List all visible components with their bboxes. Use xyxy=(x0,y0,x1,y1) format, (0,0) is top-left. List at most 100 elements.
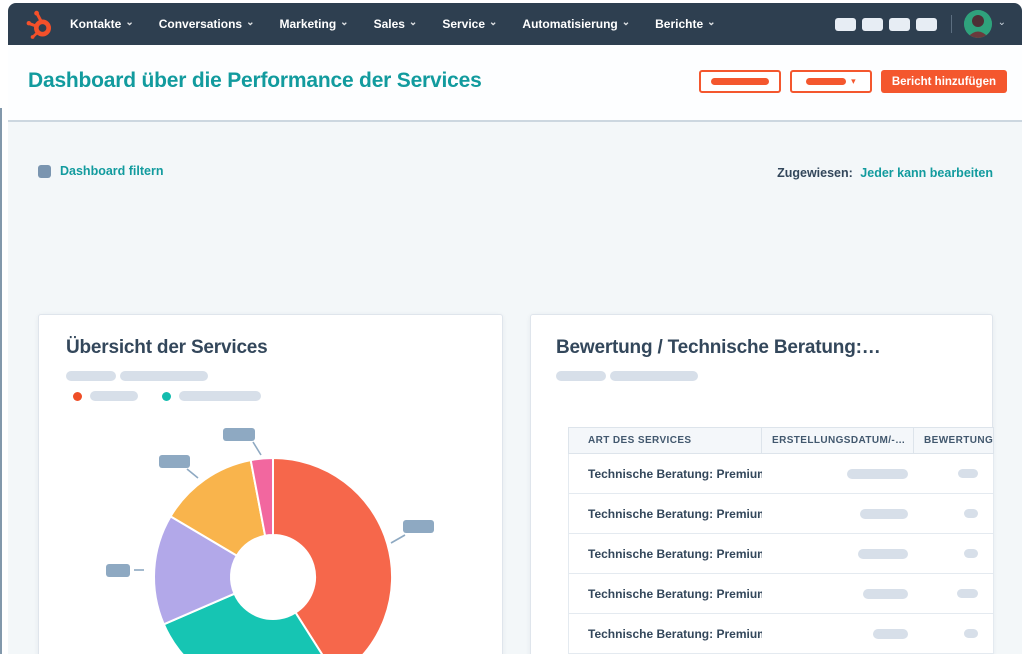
nav-item-berichte[interactable]: Berichte ⌄ xyxy=(655,16,716,32)
table-body: Technische Beratung: Premium Technische … xyxy=(568,454,994,654)
legend-label-placeholder xyxy=(90,391,138,401)
table-row[interactable]: Technische Beratung: Premium xyxy=(568,574,994,614)
date-cell xyxy=(762,454,914,493)
header-action-dropdown[interactable]: ▾ xyxy=(789,70,872,93)
legend-label-placeholder xyxy=(179,391,261,401)
nav-action-placeholder[interactable] xyxy=(861,17,883,31)
filter-icon xyxy=(38,164,51,178)
placeholder-bar xyxy=(66,371,116,381)
rating-cell xyxy=(914,534,995,573)
callout-label-placeholder xyxy=(403,520,434,533)
date-cell xyxy=(762,614,914,653)
ratings-table-card: Bewertung / Technische Beratung:… ART DE… xyxy=(530,314,994,654)
nav-divider xyxy=(950,15,952,33)
date-placeholder xyxy=(863,588,908,599)
window-edge xyxy=(0,108,2,654)
chevron-down-icon: ⌄ xyxy=(621,16,631,28)
assigned-label: Zugewiesen: xyxy=(777,166,853,180)
callout-label-placeholder xyxy=(223,428,255,441)
add-report-button[interactable]: Bericht hinzufügen xyxy=(880,70,1007,93)
donut-segment-segment-2[interactable] xyxy=(162,592,337,654)
nav-item-label: Marketing xyxy=(279,17,337,31)
date-cell xyxy=(762,494,914,533)
dashboard-filter[interactable]: Dashboard filtern xyxy=(38,164,164,178)
chevron-down-icon: ⌄ xyxy=(489,16,498,28)
chevron-down-icon: ⌄ xyxy=(340,16,349,28)
nav-action-placeholder[interactable] xyxy=(915,17,937,31)
chevron-down-icon: ⌄ xyxy=(408,16,418,28)
rating-cell xyxy=(914,574,995,613)
nav-item-conversations[interactable]: Conversations ⌄ xyxy=(158,16,255,32)
caret-down-icon: ▾ xyxy=(851,76,856,86)
table-row[interactable]: Technische Beratung: Premium xyxy=(568,454,994,494)
nav-item-label: Kontakte xyxy=(70,17,122,31)
donut-segment-segment-4[interactable] xyxy=(169,459,267,557)
chevron-down-icon[interactable]: ⌄ xyxy=(997,16,1006,28)
dashboard-content: Dashboard filtern Zugewiesen: Jeder kann… xyxy=(8,122,1022,654)
callout-leader-line xyxy=(252,441,262,456)
assigned-info: Zugewiesen: Jeder kann bearbeiten xyxy=(777,166,993,180)
chevron-down-icon: ⌄ xyxy=(707,16,716,28)
date-placeholder xyxy=(860,508,908,519)
header-action-button-1[interactable] xyxy=(698,70,781,93)
card-subtitle-placeholder xyxy=(556,371,698,381)
date-placeholder xyxy=(873,628,908,639)
header-actions: ▾ Bericht hinzufügen xyxy=(698,70,1007,93)
nav-item-label: Sales xyxy=(373,17,405,31)
table-row[interactable]: Technische Beratung: Premium xyxy=(568,534,994,574)
nav-item-label: Berichte xyxy=(655,17,704,31)
date-cell xyxy=(762,574,914,613)
nav-item-service[interactable]: Service ⌄ xyxy=(442,16,498,32)
nav-item-marketing[interactable]: Marketing ⌄ xyxy=(279,16,349,32)
table-row[interactable]: Technische Beratung: Premium xyxy=(568,614,994,654)
service-type-cell: Technische Beratung: Premium xyxy=(588,506,762,521)
nav-item-kontakte[interactable]: Kontakte ⌄ xyxy=(70,16,134,32)
column-header-service[interactable]: ART DES SERVICES xyxy=(569,428,762,453)
nav-item-label: Automatisierung xyxy=(522,17,618,31)
card-subtitle-placeholder xyxy=(66,371,208,381)
rating-cell xyxy=(914,614,995,653)
date-placeholder xyxy=(847,468,908,479)
donut-segment-segment-1[interactable] xyxy=(272,457,394,654)
donut-segment-segment-5[interactable] xyxy=(249,456,274,537)
nav-item-label: Service xyxy=(442,17,486,31)
placeholder-bar xyxy=(556,371,606,381)
nav-item-label: Conversations xyxy=(158,17,243,31)
user-avatar[interactable] xyxy=(963,10,992,38)
chart-legend xyxy=(73,391,261,401)
nav-actions: ⌄ xyxy=(829,10,1006,38)
card-title: Bewertung / Technische Beratung:… xyxy=(556,337,881,358)
rating-cell xyxy=(914,454,995,493)
service-type-cell: Technische Beratung: Premium xyxy=(588,466,762,481)
placeholder-bar xyxy=(610,371,698,381)
column-header-date[interactable]: ERSTELLUNGSDATUM/-… xyxy=(762,428,914,453)
table-header: ART DES SERVICES ERSTELLUNGSDATUM/-… BEW… xyxy=(568,427,994,454)
top-navigation: Kontakte ⌄ Conversations ⌄ Marketing ⌄ S… xyxy=(8,3,1022,45)
rating-cell xyxy=(914,494,995,533)
nav-item-sales[interactable]: Sales ⌄ xyxy=(373,16,418,32)
date-placeholder xyxy=(858,548,908,559)
assigned-permission-link[interactable]: Jeder kann bearbeiten xyxy=(860,166,993,180)
rating-placeholder xyxy=(964,549,978,558)
legend-dot-icon xyxy=(73,391,82,401)
service-type-cell: Technische Beratung: Premium xyxy=(588,546,762,561)
table-row[interactable]: Technische Beratung: Premium xyxy=(568,494,994,534)
rating-placeholder xyxy=(957,589,978,598)
rating-placeholder xyxy=(964,629,978,638)
placeholder-bar xyxy=(120,371,208,381)
ratings-table: ART DES SERVICES ERSTELLUNGSDATUM/-… BEW… xyxy=(568,427,994,654)
column-header-rating[interactable]: BEWERTUNG xyxy=(924,435,994,446)
card-title: Übersicht der Services xyxy=(66,337,268,358)
hubspot-logo-icon[interactable] xyxy=(24,9,56,39)
rating-placeholder xyxy=(964,509,978,518)
donut-chart[interactable] xyxy=(39,413,504,654)
callout-leader-line xyxy=(186,468,199,479)
button-label-placeholder xyxy=(710,78,769,85)
nav-item-automatisierung[interactable]: Automatisierung ⌄ xyxy=(522,16,631,32)
nav-action-placeholder[interactable] xyxy=(888,17,910,31)
chevron-down-icon: ⌄ xyxy=(125,16,134,28)
chevron-down-icon: ⌄ xyxy=(246,16,255,28)
button-label-placeholder xyxy=(806,78,847,85)
page-title: Dashboard über die Performance der Servi… xyxy=(28,69,482,92)
nav-action-placeholder[interactable] xyxy=(834,17,856,31)
